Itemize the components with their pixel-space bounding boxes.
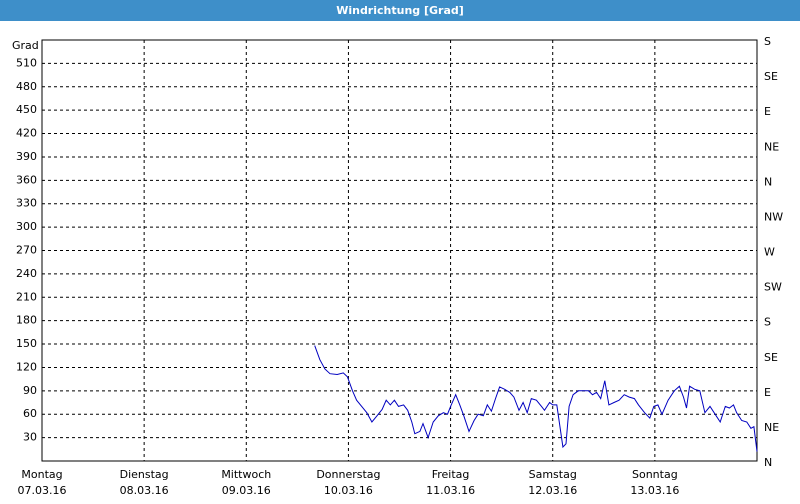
y-tick-label: 60	[23, 407, 37, 420]
y-tick-label: 150	[16, 337, 37, 350]
y-tick-label: 300	[16, 220, 37, 233]
x-tick-date: 13.03.16	[630, 484, 679, 497]
x-tick-date: 07.03.16	[18, 484, 67, 497]
y-tick-label: 330	[16, 197, 37, 210]
y2-tick-label: NE	[764, 421, 779, 434]
x-tick-label: Dienstag	[120, 468, 169, 481]
y2-tick-label: N	[764, 456, 772, 469]
y-tick-label: 390	[16, 150, 37, 163]
y2-tick-label: SE	[764, 70, 778, 83]
y2-tick-label: N	[764, 175, 772, 188]
y-tick-label: 510	[16, 56, 37, 69]
y2-tick-label: SE	[764, 351, 778, 364]
y-tick-label: 270	[16, 244, 37, 257]
y-tick-label: 360	[16, 173, 37, 186]
y2-tick-label: S	[764, 316, 771, 329]
y-tick-label: 30	[23, 431, 37, 444]
x-tick-date: 12.03.16	[528, 484, 577, 497]
plot-frame	[41, 39, 758, 462]
x-tick-label: Montag	[21, 468, 62, 481]
x-tick-label: Mittwoch	[221, 468, 271, 481]
y-tick-label: 240	[16, 267, 37, 280]
title-bar	[0, 0, 800, 21]
y-tick-label: 420	[16, 127, 37, 140]
x-tick-label: Sonntag	[632, 468, 678, 481]
y2-tick-label: NE	[764, 140, 779, 153]
x-tick-label: Donnerstag	[316, 468, 380, 481]
y2-tick-label: SW	[764, 281, 782, 294]
x-tick-label: Freitag	[432, 468, 470, 481]
window-title: Windrichtung [Grad]	[336, 4, 464, 17]
y2-tick-label: W	[764, 246, 775, 259]
y2-tick-label: E	[764, 386, 771, 399]
x-tick-date: 10.03.16	[324, 484, 373, 497]
y-axis-label: Grad	[12, 39, 39, 52]
y-tick-label: 180	[16, 314, 37, 327]
y2-tick-label: S	[764, 35, 771, 48]
y-tick-label: 450	[16, 103, 37, 116]
y-tick-label: 210	[16, 290, 37, 303]
y-tick-label: 120	[16, 360, 37, 373]
y-tick-label: 480	[16, 80, 37, 93]
y2-tick-label: E	[764, 105, 771, 118]
y-tick-label: 90	[23, 384, 37, 397]
y2-tick-label: NW	[764, 210, 783, 223]
x-tick-date: 08.03.16	[120, 484, 169, 497]
data-line	[314, 345, 758, 452]
x-tick-date: 09.03.16	[222, 484, 271, 497]
x-tick-label: Samstag	[529, 468, 577, 481]
x-tick-date: 11.03.16	[426, 484, 475, 497]
